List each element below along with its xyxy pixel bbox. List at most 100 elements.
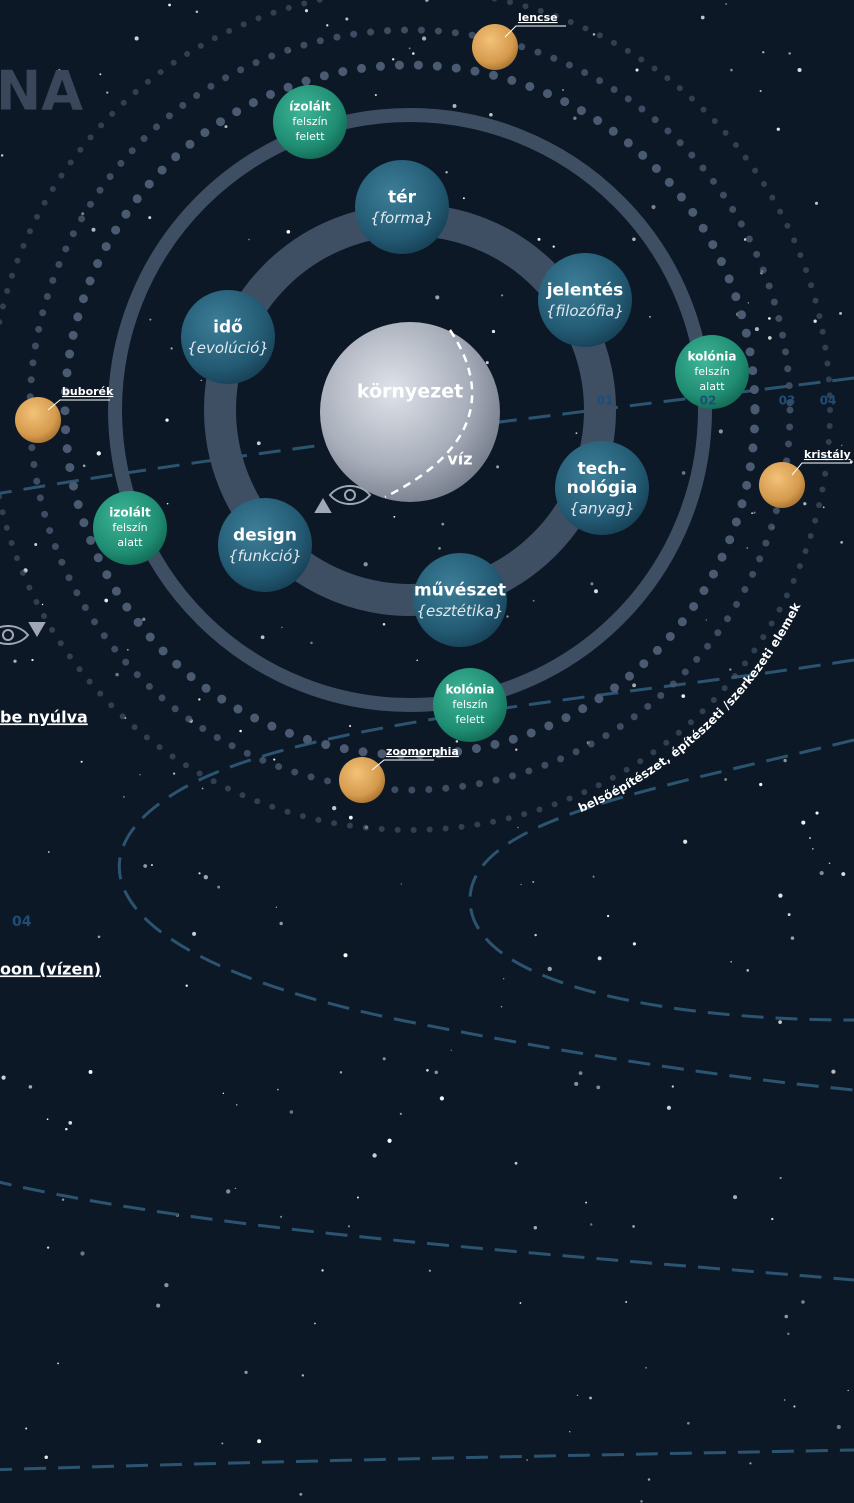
star <box>426 1069 429 1072</box>
star <box>286 230 290 234</box>
star <box>538 238 541 241</box>
theme-sublabel: {forma} <box>370 209 434 227</box>
star <box>236 1104 237 1105</box>
star <box>47 1246 49 1248</box>
star <box>305 9 308 12</box>
star <box>725 3 727 5</box>
star <box>392 58 394 60</box>
star <box>585 1202 587 1204</box>
theme-sublabel: {funkció} <box>228 547 302 565</box>
star <box>492 330 495 333</box>
colony-label: kolónia <box>445 683 494 697</box>
star <box>672 1085 674 1087</box>
star <box>632 683 636 687</box>
star <box>340 1071 342 1073</box>
star <box>719 429 723 433</box>
star <box>649 316 651 318</box>
star <box>123 796 125 798</box>
star <box>748 302 750 304</box>
star <box>453 104 457 108</box>
star <box>791 936 795 940</box>
star <box>797 68 801 72</box>
star <box>98 935 101 938</box>
colony-label: felett <box>455 713 485 726</box>
star <box>562 89 564 91</box>
side-label: be nyúlva <box>0 708 88 727</box>
star <box>780 1177 782 1179</box>
star <box>349 816 353 820</box>
star <box>760 90 762 92</box>
star <box>730 69 733 72</box>
side-label: oon (vízen) <box>0 960 101 979</box>
star <box>156 1304 160 1308</box>
star <box>733 1195 737 1199</box>
star <box>753 512 755 514</box>
star <box>520 884 521 885</box>
star <box>326 24 328 26</box>
star <box>186 985 188 987</box>
star <box>299 1493 302 1496</box>
theme-label: design <box>233 526 297 546</box>
star <box>755 327 759 331</box>
star <box>762 51 764 53</box>
star <box>62 1199 64 1201</box>
star <box>759 783 762 786</box>
star <box>574 1082 578 1086</box>
star <box>281 627 283 629</box>
side-marker: 04 <box>12 914 32 930</box>
star <box>151 864 153 866</box>
star <box>788 52 790 54</box>
colony-label: felszín <box>694 365 729 378</box>
star <box>651 205 655 209</box>
theme-label: tech- <box>578 459 627 479</box>
star <box>577 1395 578 1396</box>
star <box>104 599 108 603</box>
star <box>829 863 831 865</box>
star <box>290 1110 294 1114</box>
colony-label: felszín <box>292 115 327 128</box>
star <box>667 1106 671 1110</box>
star <box>168 4 171 7</box>
star <box>139 774 140 775</box>
star <box>348 1225 350 1227</box>
form-planet <box>15 397 61 443</box>
star <box>235 1188 236 1189</box>
star <box>217 886 220 889</box>
theme-label: jelentés <box>546 281 624 301</box>
theme-sublabel: {filozófia} <box>546 302 624 320</box>
star <box>593 33 596 36</box>
star <box>778 893 782 897</box>
star <box>520 1302 522 1304</box>
theme-label: nológia <box>567 478 638 498</box>
star <box>115 673 119 677</box>
star <box>532 881 534 883</box>
star <box>831 1070 835 1074</box>
star <box>400 1113 402 1115</box>
star <box>815 202 818 205</box>
star <box>383 623 386 626</box>
center-label: környezet <box>357 381 463 403</box>
star <box>632 238 635 241</box>
star <box>841 872 845 876</box>
star <box>441 523 444 526</box>
star <box>167 503 169 505</box>
star <box>640 1500 643 1503</box>
star <box>451 1050 452 1051</box>
star <box>593 876 595 878</box>
star <box>746 547 747 548</box>
star <box>501 294 503 296</box>
star <box>496 465 499 468</box>
colony-label: alatt <box>117 536 143 549</box>
star <box>173 772 175 774</box>
star <box>83 464 86 467</box>
star <box>196 10 199 13</box>
star <box>553 245 555 247</box>
star <box>257 1439 261 1443</box>
star <box>687 1422 690 1425</box>
star <box>594 589 598 593</box>
star <box>812 848 814 850</box>
star <box>387 1139 391 1143</box>
star <box>435 295 439 299</box>
star <box>248 239 250 241</box>
star <box>135 36 139 40</box>
